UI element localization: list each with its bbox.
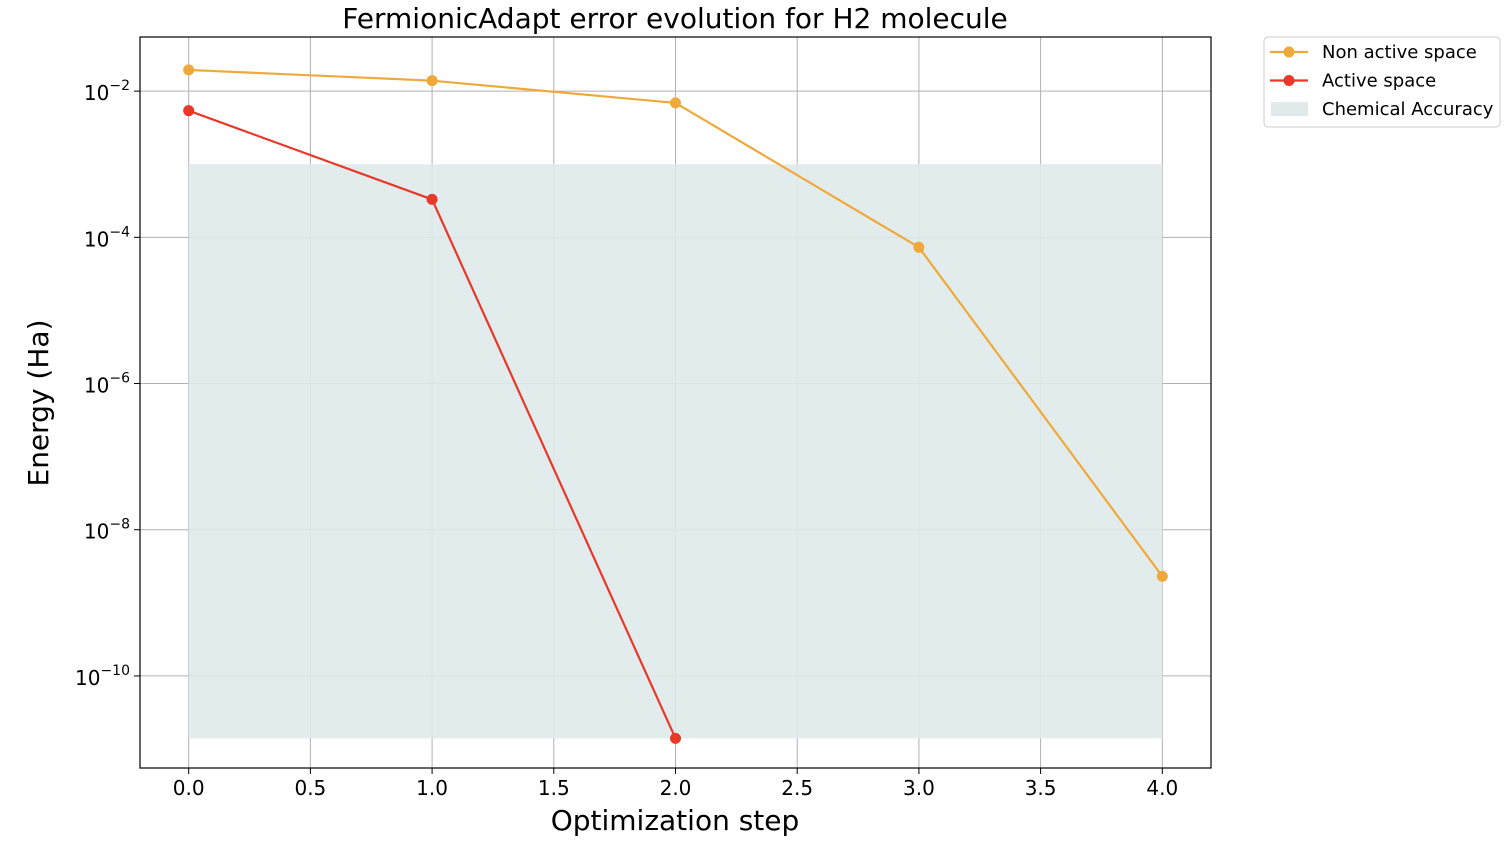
x-tick-label: 1.5 [538,776,570,800]
data-point [1156,570,1168,582]
y-tick-label: 10−2 [84,78,130,105]
legend-label: Active space [1322,71,1436,92]
legend: Non active space Active space Chemical Acc… [1263,36,1501,128]
data-point [913,241,925,253]
legend-band-swatch [1271,102,1308,116]
legend-marker [1283,75,1295,86]
y-tick-label: 10−10 [75,663,130,690]
y-axis-ticks: 10−10 10−8 10−6 10−4 10−2 [75,78,140,690]
y-tick-label: 10−6 [84,371,130,398]
data-point [670,732,681,744]
legend-label: Chemical Accuracy [1322,99,1494,120]
x-tick-label: 3.0 [903,776,935,800]
x-axis-ticks: 0.0 0.5 1.0 1.5 2.0 2.5 3.0 3.5 4.0 [173,768,1178,800]
data-point [426,193,438,205]
y-tick-label: 10−8 [84,517,130,544]
x-tick-label: 0.0 [173,776,205,800]
legend-label: Non active space [1322,42,1477,63]
y-axis-label: Energy (Ha) [22,320,55,487]
x-tick-label: 2.0 [660,776,692,800]
bands [188,164,1163,739]
chart-title: FermionicAdapt error evolution for H2 mo… [342,2,1008,35]
series-lines [183,64,1168,744]
legend-marker [1283,46,1295,58]
data-point [670,97,681,109]
legend-box [1263,36,1501,128]
x-axis-label: Optimization step [551,804,800,837]
data-point [426,75,438,87]
data-point [183,105,195,117]
y-tick-label: 10−4 [84,224,130,251]
x-tick-label: 4.0 [1146,776,1178,800]
x-tick-label: 3.5 [1025,776,1057,800]
x-tick-label: 0.5 [294,776,326,800]
data-point [183,64,195,76]
x-tick-label: 2.5 [781,776,813,800]
x-tick-label: 1.0 [416,776,448,800]
chemical-accuracy-band [188,164,1163,739]
